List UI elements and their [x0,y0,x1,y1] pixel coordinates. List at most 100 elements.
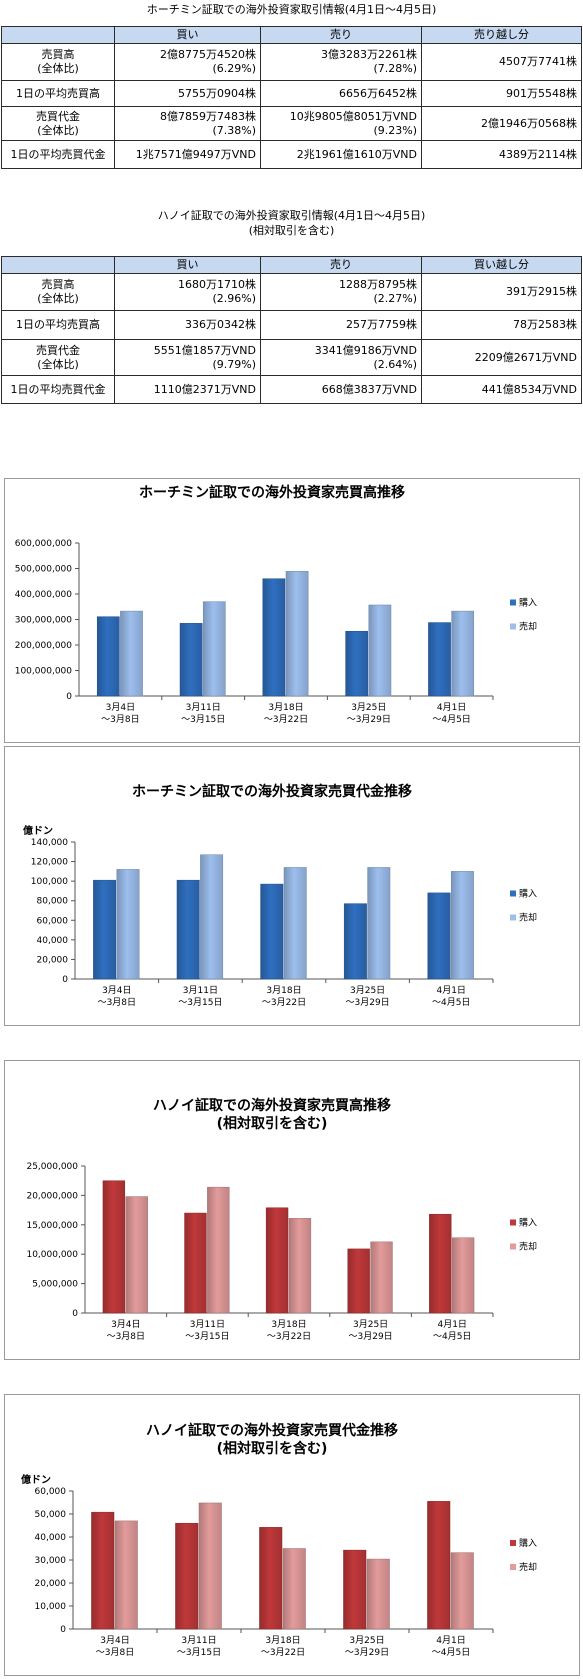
x-tick-label: 3月11日 [190,1319,225,1330]
table-row: 売買代金 (全体比) 8億7859万7483株 (7.38%) 10兆9805億… [1,106,582,141]
x-tick-label: ～3月8日 [96,1647,134,1658]
y-tick-label: 25,000,000 [26,1162,78,1172]
table-cell: 4507万7741株 [421,43,582,81]
table-cell: 5755万0904株 [114,80,261,107]
table-cell: 10兆9805億8051万VND (9.23%) [260,106,422,141]
bar-buy [428,622,451,697]
y-tick-label: 0 [60,1625,66,1635]
bar-buy [175,1522,199,1630]
x-tick-label: ～3月8日 [107,1331,145,1342]
y-tick-label: 80,000 [37,897,69,907]
x-tick-label: ～4月5日 [432,714,470,725]
legend-swatch [510,1540,516,1546]
legend-swatch [510,914,516,921]
table-cell: 1288万8795株 (2.27%) [260,273,422,311]
x-tick-label: ～4月5日 [432,1647,470,1658]
hanoi-volume-chart-svg: ハノイ証取での海外投資家売買高推移(相対取引を含む) 0 5,000,000 10,0… [26,1097,537,1342]
bar-buy [259,1527,283,1630]
bar-buy [427,1501,451,1630]
table-row: 1日の平均売買高 336万0342株 257万7759株 78万2583株 [1,310,582,340]
x-tick-label: ～3月22日 [262,997,306,1008]
bar-buy [102,1180,126,1314]
bar-sell [368,604,392,697]
chart-title: (相対取引を含む) [217,1115,328,1132]
x-tick-label: ～3月8日 [101,714,139,725]
x-tick-label: ～3月22日 [261,1647,305,1658]
bar-sell [367,867,391,980]
y-tick-label: 15,000,000 [26,1221,78,1231]
bar-buy [345,630,369,697]
x-tick-label: 3月18日 [271,1319,306,1330]
x-tick-label: ～3月22日 [264,714,308,725]
legend-label: 購入 [519,1537,537,1549]
x-tick-label: ～3月15日 [181,714,225,725]
legend-swatch [510,1219,516,1226]
y-tick-label: 60,000 [37,916,69,926]
bar-buy [91,1511,115,1630]
header-cell [1,26,115,44]
x-tick-label: 3月4日 [102,985,131,996]
bar-sell [116,869,140,980]
hcm-trading-table: 買い 売り 売り越し分 売買高 (全体比) 2億8775万4520株 (6.29… [1,26,582,169]
legend-swatch [510,599,516,606]
bar-sell [451,1237,475,1314]
table-header-row: 買い 売り 買い越し分 [1,256,582,274]
table-header-row: 買い 売り 売り越し分 [1,26,582,44]
table-cell: 336万0342株 [114,310,261,340]
table-row: 売買代金 (全体比) 5551億1857万VND (9.79%) 3341億91… [1,339,582,376]
legend-label: 購入 [519,1217,537,1229]
bar-sell [198,1502,222,1630]
x-tick-label: 4月1日 [436,985,465,996]
table-cell: 2億8775万4520株 (6.29%) [114,43,261,81]
bar-buy [262,578,286,697]
table-row: 売買高 (全体比) 2億8775万4520株 (6.29%) 3億3283万22… [1,43,582,81]
table-row: 1日の平均売買代金 1110億2371万VND 668億3837万VND 441… [1,375,582,404]
legend-swatch [510,890,516,897]
bar-buy [347,1248,370,1314]
hanoi-trading-table: 買い 売り 買い越し分 売買高 (全体比) 1680万1710株 (2.96%)… [1,256,582,404]
bar-buy [427,892,451,980]
legend-label: 売却 [519,912,537,924]
x-tick-label: 3月18日 [265,1635,300,1646]
bar-buy [343,1549,367,1630]
x-tick-label: 3月11日 [186,702,221,713]
table-cell: 391万2915株 [421,273,582,311]
y-tick-label: 60,000 [35,1487,67,1497]
table-cell: 3億3283万2261株 (7.28%) [260,43,422,81]
bar-sell [370,1241,393,1314]
x-tick-label: ～3月29日 [346,997,390,1008]
x-tick-label: 3月4日 [100,1635,129,1646]
x-tick-label: 4月1日 [437,1319,466,1330]
bar-sell [450,1552,474,1630]
y-tick-label: 500,000,000 [15,565,73,575]
header-cell [1,256,115,274]
bar-buy [96,616,120,697]
y-tick-label: 40,000 [37,936,69,946]
table-cell: 3341億9186万VND (2.64%) [260,339,422,376]
legend-label: 購入 [519,597,537,609]
y-tick-label: 140,000 [31,838,68,848]
table-cell: 78万2583株 [421,310,582,340]
y-tick-label: 50,000 [35,1510,67,1520]
table-cell: 4389万2114株 [421,140,582,169]
chart-title: (相対取引を含む) [217,1440,328,1457]
x-tick-label: 3月18日 [268,702,303,713]
table-cell: 1680万1710株 (2.96%) [114,273,261,311]
y-axis-label: 億ドン [21,1473,51,1486]
hanoi-value-chart-svg: ハノイ証取での海外投資家売買代金推移(相対取引を含む) 億ドン 0 10,000 20,… [21,1422,537,1658]
hanoi-value-chart: ハノイ証取での海外投資家売買代金推移 (相対取引を含む) 億ドン 0 10,000 20,… [4,1394,580,1676]
header-cell: 売り越し分 [421,26,582,44]
y-tick-label: 120,000 [31,858,68,868]
table-cell: 5551億1857万VND (9.79%) [114,339,261,376]
y-tick-label: 400,000,000 [15,590,73,600]
bar-sell [114,1520,138,1630]
y-tick-label: 100,000,000 [15,667,73,677]
table-cell: 2兆1961億1610万VND [260,140,422,169]
table-cell: 441億8534万VND [421,375,582,404]
hcm-volume-chart-svg: ホーチミン証取での海外投資家売買高推移 0 100,000,000 200,000,0… [15,484,537,725]
bar-buy [176,879,200,980]
x-tick-label: ～4月5日 [433,1331,471,1342]
bar-sell [202,601,226,697]
x-tick-label: ～3月15日 [178,997,222,1008]
bar-sell [288,1218,312,1314]
